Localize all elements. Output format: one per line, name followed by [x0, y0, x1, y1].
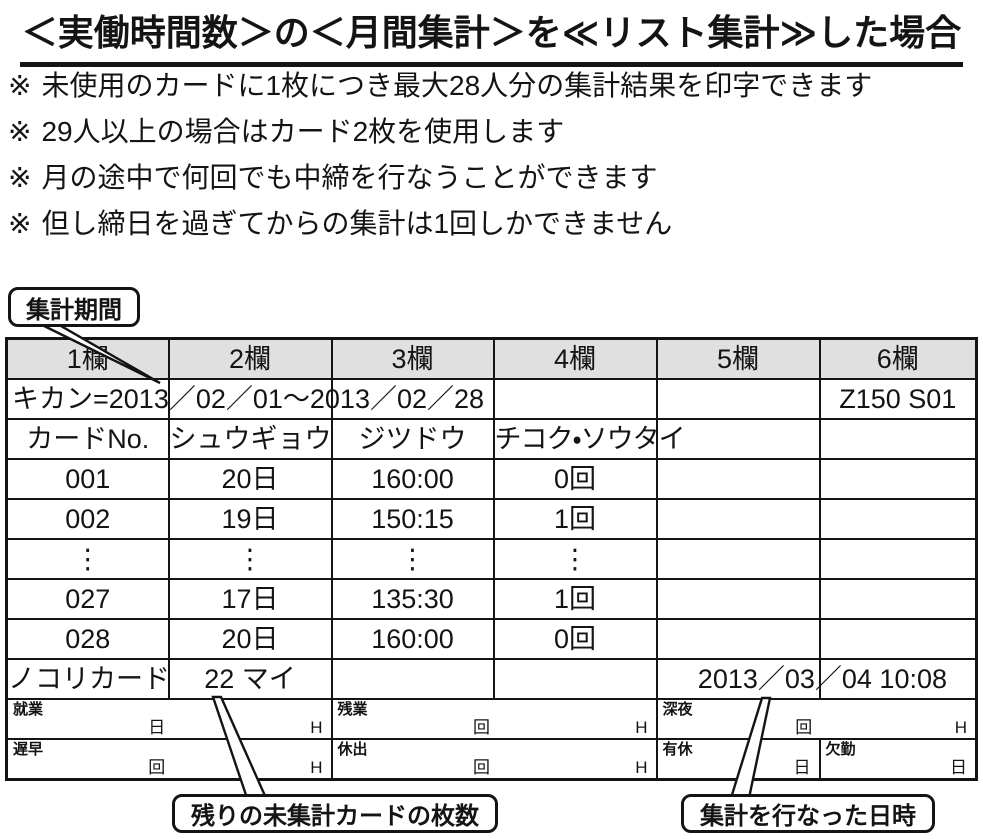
card-no: 028	[5, 618, 170, 660]
title-row: ＜実働時間数＞の＜月間集計＞を≪リスト集計≫した場合	[0, 4, 983, 67]
summary-unit: H	[310, 718, 323, 737]
aggregation-datetime-cell: 2013／03／04 10:08	[698, 658, 978, 700]
period-row: キカン=2013／02／01～2013／02／28 Z150 S01	[5, 378, 978, 420]
note-text: 月の途中で何回でも中締を行なうことができます	[41, 162, 658, 193]
note-line: ※ 未使用のカードに1枚につき最大28人分の集計結果を印字できます	[8, 66, 983, 112]
actual-hours: 135:30	[330, 578, 495, 620]
aggregation-datetime-text: 2013／03／04 10:08	[697, 664, 947, 694]
work-days: 20日	[167, 618, 333, 660]
summary-unit: 回	[473, 758, 490, 777]
callout-label: 残りの未集計カードの枚数	[191, 803, 479, 830]
column-header-row: 1欄 2欄 3欄 4欄 5欄 6欄	[5, 337, 978, 380]
summary-row-1: 就業 日 H 残業 回 H 深夜 回 H	[5, 698, 978, 740]
field-header-late-early: チコク・ソウタイ	[492, 418, 686, 460]
column-header: 1欄	[5, 337, 170, 380]
note-line: ※ 月の途中で何回でも中締を行なうことができます	[8, 158, 983, 204]
note-line: ※ 但し締日を過ぎてからの集計は1回しかできません	[8, 204, 983, 250]
work-days: 20日	[167, 458, 333, 500]
summary-unit: 回	[148, 758, 166, 777]
summary-cell-midnight: 深夜 回 H	[655, 698, 978, 740]
summary-unit: 日	[793, 758, 811, 777]
column-header: 4欄	[492, 337, 658, 380]
summary-unit: 回	[473, 718, 490, 737]
summary-unit: 日	[148, 718, 166, 737]
card-no: 027	[5, 578, 170, 620]
actual-hours: 150:15	[330, 498, 495, 540]
callout-label: 集計期間	[26, 296, 122, 324]
column-header: 5欄	[655, 337, 821, 380]
table-row: 002 19日 150:15 1回	[5, 498, 978, 540]
column-header: 3欄	[330, 337, 495, 380]
note-marker: ※	[8, 162, 32, 193]
summary-unit: 日	[950, 758, 967, 777]
table-row-ellipsis: ⋮ ⋮ ⋮ ⋮	[5, 538, 978, 580]
work-days: 17日	[167, 578, 333, 620]
remaining-cards-value: 22 マイ	[167, 658, 333, 700]
column-header: 2欄	[167, 337, 333, 380]
late-early-count: 1回	[492, 578, 658, 620]
remaining-cards-label: ノコリカード	[5, 658, 170, 700]
field-header-actual-hours: ジツドウ	[330, 418, 495, 460]
callout-remaining-cards: 残りの未集計カードの枚数	[172, 794, 498, 833]
late-early-count: 1回	[492, 498, 658, 540]
summary-label: 有休	[662, 741, 693, 758]
summary-unit: H	[635, 718, 648, 737]
note-marker: ※	[8, 116, 32, 147]
column-header: 6欄	[818, 337, 978, 380]
work-days: 19日	[167, 498, 333, 540]
callout-aggregation-datetime: 集計を行なった日時	[681, 794, 935, 833]
table-row: 027 17日 135:30 1回	[5, 578, 978, 620]
note-text: 但し締日を過ぎてからの集計は1回しかできません	[41, 208, 673, 239]
table-row: 028 20日 160:00 0回	[5, 618, 978, 660]
card-no: 002	[5, 498, 170, 540]
actual-hours: 160:00	[330, 618, 495, 660]
vertical-ellipsis: ⋮	[330, 538, 495, 580]
notes-list: ※ 未使用のカードに1枚につき最大28人分の集計結果を印字できます ※ 29人以上の…	[8, 66, 983, 250]
aggregation-period-text: キカン=2013／02／01～2013／02／28	[12, 384, 485, 414]
card-no: 001	[5, 458, 170, 500]
late-early-count: 0回	[492, 618, 658, 660]
note-marker: ※	[8, 70, 32, 101]
vertical-ellipsis: ⋮	[492, 538, 658, 580]
summary-cell-holiday-work: 休出 回 H	[330, 738, 658, 781]
page-title: ＜実働時間数＞の＜月間集計＞を≪リスト集計≫した場合	[19, 4, 964, 67]
field-header-card-no: カードNo.	[5, 418, 170, 460]
note-line: ※ 29人以上の場合はカード2枚を使用します	[8, 112, 983, 158]
device-code: Z150 S01	[818, 378, 978, 420]
summary-unit: H	[954, 718, 967, 737]
note-text: 29人以上の場合はカード2枚を使用します	[41, 116, 565, 147]
summary-label: 欠勤	[825, 741, 856, 758]
summary-unit: H	[310, 758, 323, 777]
summary-unit: H	[635, 758, 648, 777]
note-marker: ※	[8, 208, 32, 239]
aggregation-list-table: 1欄 2欄 3欄 4欄 5欄 6欄 キカン=2013／02／01～2013／02…	[5, 337, 978, 781]
summary-cell-overtime: 残業 回 H	[330, 698, 658, 740]
callout-label: 集計を行なった日時	[700, 803, 916, 830]
summary-label: 休出	[337, 741, 368, 758]
summary-row-2: 遅早 回 H 休出 回 H 有休 日 欠勤 日	[5, 738, 978, 781]
summary-label: 深夜	[662, 701, 693, 718]
summary-unit: 回	[795, 718, 813, 737]
vertical-ellipsis: ⋮	[167, 538, 333, 580]
summary-label: 遅早	[13, 741, 44, 758]
note-text: 未使用のカードに1枚につき最大28人分の集計結果を印字できます	[41, 70, 873, 101]
remaining-cards-row: ノコリカード 22 マイ 2013／03／04 10:08	[5, 658, 978, 700]
summary-label: 残業	[337, 701, 368, 718]
summary-cell-paid-leave: 有休 日	[655, 738, 821, 781]
period-cell: キカン=2013／02／01～2013／02／28	[5, 378, 484, 420]
field-header-row: カードNo. シュウギョウ ジツドウ チコク・ソウタイ	[5, 418, 978, 460]
late-early-count: 0回	[492, 458, 658, 500]
field-header-work-days: シュウギョウ	[167, 418, 333, 460]
summary-cell-absence: 欠勤 日	[818, 738, 978, 781]
actual-hours: 160:00	[330, 458, 495, 500]
vertical-ellipsis: ⋮	[5, 538, 170, 580]
summary-label: 就業	[13, 701, 44, 718]
callout-aggregation-period: 集計期間	[8, 287, 140, 327]
table-row: 001 20日 160:00 0回	[5, 458, 978, 500]
summary-cell-late-early: 遅早 回 H	[5, 738, 333, 781]
summary-cell-work: 就業 日 H	[5, 698, 333, 740]
